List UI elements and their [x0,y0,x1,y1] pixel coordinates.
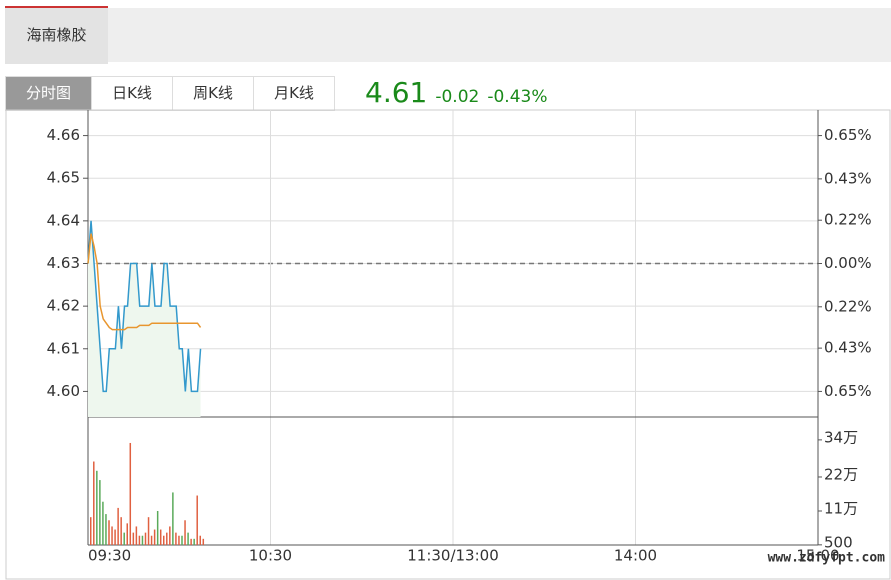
tab[interactable]: 日K线 [92,76,173,111]
volume-tick-label: 500 [824,533,853,551]
x-tick-label: 15:00 [796,547,839,565]
y-tick-label: 4.63 [47,254,80,272]
volume-bar [181,535,183,545]
tab[interactable]: 月K线 [254,76,335,111]
volume-bar [141,535,144,545]
volume-bar [178,535,180,545]
volume-bar [156,510,159,545]
volume-bar [96,470,98,545]
volume-bar [144,532,147,545]
tab-bar: 分时图 日K线 周K线 月K线 [5,76,335,111]
volume-bar [147,517,150,545]
volume-bar [93,461,95,545]
x-tick-label: 10:30 [249,547,292,565]
volume-bar [90,517,92,545]
y-tick-label: 4.62 [47,297,80,315]
y2-tick-label: 0.00% [824,254,872,272]
y2-tick-label: 0.22% [824,297,872,315]
volume-bar [159,529,162,545]
volume-bar [108,520,110,545]
quote: 4.61 -0.02 -0.43% [365,76,547,109]
volume-tick-label: 34万 [824,428,858,446]
volume-bar [126,523,128,545]
volume-bar [117,507,119,545]
x-tick-label: 09:30 [88,547,131,565]
volume-bar [163,535,165,545]
y2-tick-label: 0.65% [824,382,872,400]
x-tick-label: 14:00 [614,547,657,565]
x-tick-label: 11:30/13:00 [407,547,499,565]
price: 4.61 [365,76,428,109]
price-area [88,220,201,417]
y-tick-label: 4.64 [47,211,80,229]
volume-bar [169,526,171,545]
y-tick-label: 4.66 [47,126,80,144]
volume-bar [114,529,116,545]
volume-bar [193,538,195,545]
watermark: www.zdfyfpt.com [768,551,886,566]
volume-bar [190,538,192,545]
volume-bar [153,529,156,545]
volume-bar [172,492,174,545]
volume-bar [135,526,138,545]
header-bar: 海南橡胶 [5,6,891,64]
volume-bar [138,535,141,545]
price-line [87,220,202,393]
volume-bar [187,532,189,545]
volume-tick-label: 22万 [824,465,858,483]
volume-bar [196,495,198,545]
y2-tick-label: 0.22% [824,211,872,229]
y2-tick-label: 0.43% [824,339,872,357]
volume-bar [175,532,177,545]
y2-tick-label: 0.43% [824,169,872,187]
volume-bar [129,442,132,545]
volume-bar [123,532,125,545]
volume-bar [99,480,101,545]
volume-bar [150,535,153,545]
tab[interactable]: 周K线 [173,76,254,111]
volume-tick-label: 11万 [824,499,858,517]
volume-bar [132,532,135,545]
y-tick-label: 4.61 [47,339,80,357]
volume-bar [166,532,168,545]
volume-bar [111,526,113,545]
chart-frame [5,109,891,580]
price-line [87,233,202,331]
change: -0.02 [435,87,480,107]
y2-tick-label: 0.65% [824,126,872,144]
volume-bar [120,517,122,545]
volume-bar [102,501,104,545]
y-tick-label: 4.65 [47,169,80,187]
change-pct: -0.43% [487,87,548,107]
stock-tab[interactable]: 海南橡胶 [5,6,108,64]
volume-bar [105,514,107,545]
y-tick-label: 4.60 [47,382,80,400]
volume-bar [199,535,201,545]
tab[interactable]: 分时图 [5,76,92,111]
volume-bar [202,538,205,545]
volume-bar [184,520,186,545]
